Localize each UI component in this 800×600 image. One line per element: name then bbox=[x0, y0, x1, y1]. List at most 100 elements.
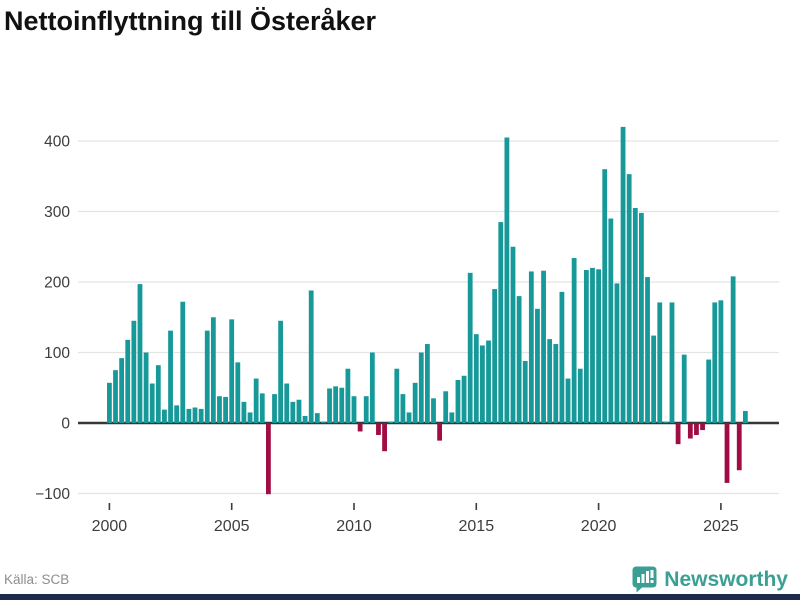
bar-2011-Q4 bbox=[394, 368, 400, 423]
bar-2024-Q4 bbox=[712, 302, 718, 423]
bar-2004-Q2 bbox=[210, 317, 216, 423]
bar-2012-Q2 bbox=[406, 412, 412, 423]
bar-2005-Q3 bbox=[241, 401, 247, 423]
bar-2025-Q2 bbox=[724, 423, 730, 483]
bar-2007-Q2 bbox=[284, 383, 290, 423]
bar-2013-Q4 bbox=[443, 391, 449, 423]
bar-2007-Q3 bbox=[290, 401, 296, 423]
y-tick-label: −100 bbox=[35, 486, 70, 503]
bar-2015-Q2 bbox=[480, 345, 485, 423]
bar-2012-Q1 bbox=[400, 394, 406, 423]
source-note: Källa: SCB bbox=[4, 572, 70, 587]
logo-exclamation-dot bbox=[650, 580, 654, 583]
bar-2023-Q4 bbox=[687, 423, 693, 439]
bar-2008-Q3 bbox=[314, 413, 320, 423]
bar-2020-Q2 bbox=[602, 169, 608, 423]
bar-2023-Q2 bbox=[675, 423, 681, 445]
bar-2006-Q4 bbox=[272, 394, 277, 423]
bar-2022-Q2 bbox=[651, 335, 657, 423]
bar-2011-Q1 bbox=[376, 423, 381, 435]
bar-2018-Q2 bbox=[553, 344, 559, 423]
bar-2001-Q2 bbox=[137, 284, 143, 423]
bar-2009-Q1 bbox=[327, 388, 332, 423]
logo-bar-2 bbox=[641, 574, 645, 583]
bar-2000-Q1 bbox=[107, 382, 112, 423]
y-tick-label: 100 bbox=[44, 345, 70, 362]
bar-2014-Q4 bbox=[467, 272, 473, 423]
footer-strip bbox=[0, 594, 800, 600]
bar-2016-Q1 bbox=[498, 222, 504, 423]
bar-2021-Q2 bbox=[626, 174, 632, 423]
bar-2020-Q1 bbox=[596, 269, 601, 423]
bar-2017-Q1 bbox=[522, 360, 528, 423]
bar-2025-Q1 bbox=[718, 300, 724, 423]
bar-2003-Q3 bbox=[192, 407, 198, 423]
logo-exclamation-stem bbox=[650, 570, 654, 578]
bar-2021-Q4 bbox=[639, 212, 644, 423]
bar-2013-Q1 bbox=[424, 344, 430, 423]
bar-2003-Q1 bbox=[180, 301, 186, 423]
bar-2020-Q3 bbox=[608, 218, 614, 423]
bar-2019-Q1 bbox=[571, 258, 577, 423]
x-tick-label: 2000 bbox=[92, 518, 128, 535]
bar-2021-Q1 bbox=[620, 126, 626, 424]
bar-2018-Q3 bbox=[559, 291, 565, 423]
bar-2010-Q4 bbox=[369, 352, 375, 423]
bar-2025-Q3 bbox=[730, 276, 736, 423]
bar-2001-Q4 bbox=[149, 383, 155, 423]
bar-2001-Q1 bbox=[131, 320, 137, 423]
logo-bar-1 bbox=[637, 577, 641, 583]
bar-2006-Q1 bbox=[253, 378, 259, 423]
bar-2013-Q2 bbox=[431, 398, 436, 423]
bar-2015-Q3 bbox=[486, 340, 491, 423]
bar-2017-Q3 bbox=[535, 308, 540, 423]
bar-2013-Q3 bbox=[437, 423, 443, 441]
bar-2016-Q3 bbox=[510, 246, 516, 423]
bar-2021-Q3 bbox=[632, 207, 638, 423]
bar-2023-Q3 bbox=[681, 354, 687, 423]
bar-2023-Q1 bbox=[669, 302, 675, 423]
bar-2008-Q1 bbox=[302, 415, 308, 423]
y-tick-label: 200 bbox=[44, 275, 70, 292]
bar-2004-Q4 bbox=[223, 396, 228, 423]
bar-2026-Q1 bbox=[742, 411, 748, 423]
bar-2014-Q2 bbox=[455, 380, 461, 423]
bar-2000-Q2 bbox=[113, 370, 118, 424]
bar-2001-Q3 bbox=[143, 352, 149, 423]
logo-bar-3 bbox=[646, 571, 650, 583]
bar-2010-Q2 bbox=[357, 423, 363, 432]
bar-2014-Q3 bbox=[461, 375, 467, 423]
bar-2014-Q1 bbox=[449, 412, 455, 423]
bar-2017-Q2 bbox=[528, 271, 534, 423]
bar-2020-Q4 bbox=[614, 283, 620, 423]
bar-2008-Q4 bbox=[321, 421, 326, 423]
bar-2019-Q3 bbox=[583, 270, 589, 423]
bar-2009-Q2 bbox=[333, 386, 339, 423]
bar-2000-Q3 bbox=[119, 358, 125, 423]
bar-2012-Q3 bbox=[412, 382, 418, 423]
bar-2019-Q2 bbox=[577, 368, 583, 423]
bar-2010-Q3 bbox=[363, 396, 369, 423]
y-tick-label: 300 bbox=[44, 204, 70, 221]
bar-2022-Q4 bbox=[663, 421, 669, 423]
newsworthy-marker-icon bbox=[632, 566, 657, 593]
bar-2000-Q4 bbox=[125, 339, 131, 423]
bar-2018-Q1 bbox=[547, 339, 553, 423]
newsworthy-logo: Newsworthy bbox=[632, 566, 788, 593]
bar-2006-Q3 bbox=[265, 423, 271, 495]
bar-2005-Q2 bbox=[235, 362, 241, 423]
y-tick-label: 400 bbox=[44, 134, 70, 151]
bar-2019-Q4 bbox=[590, 267, 595, 423]
bar-2015-Q1 bbox=[473, 334, 479, 423]
bar-2004-Q1 bbox=[204, 330, 210, 423]
bar-2022-Q3 bbox=[657, 302, 663, 423]
bar-2002-Q4 bbox=[174, 405, 180, 424]
bar-2024-Q1 bbox=[694, 423, 699, 435]
bar-2008-Q2 bbox=[308, 290, 314, 423]
bar-2009-Q3 bbox=[339, 387, 345, 423]
x-tick-label: 2005 bbox=[214, 518, 250, 535]
y-tick-label: 0 bbox=[61, 416, 70, 433]
bar-2012-Q4 bbox=[418, 352, 424, 423]
bar-2011-Q3 bbox=[388, 421, 394, 423]
